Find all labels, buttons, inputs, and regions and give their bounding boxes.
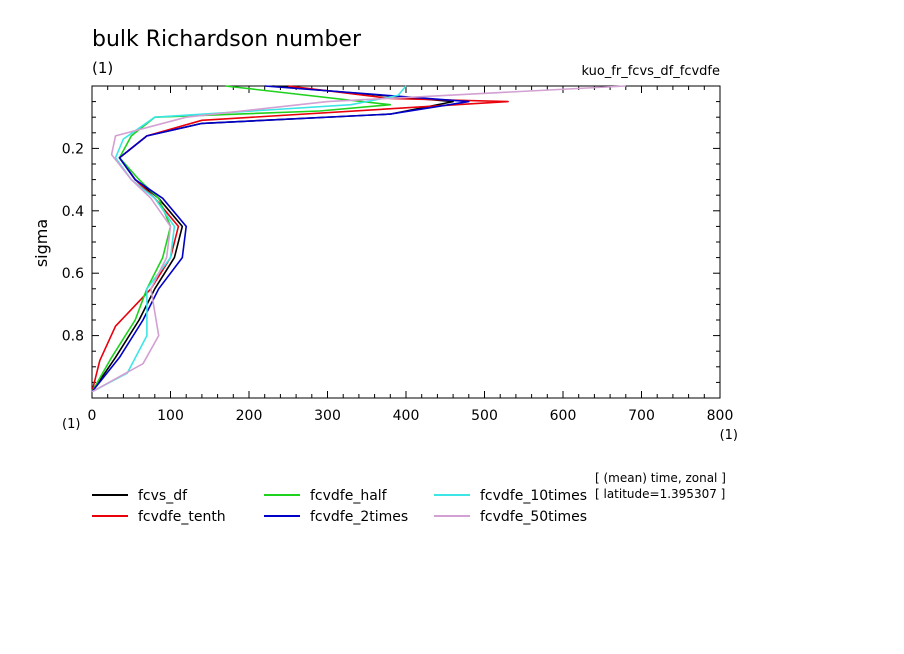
x-tick-label: 0: [88, 408, 97, 424]
x-tick-label: 200: [236, 408, 263, 424]
series-line-fcvdfe_tenth: [91, 85, 509, 392]
note-time-zonal: [ (mean) time, zonal ]: [595, 471, 726, 485]
series-line-fcvdfe_2times: [91, 85, 470, 393]
legend-label: fcvdfe_tenth: [138, 509, 226, 525]
note-latitude: [ latitude=1.395307 ]: [595, 487, 725, 501]
axis-ticks: [91, 85, 721, 399]
legend-label: fcvdfe_2times: [310, 509, 408, 525]
legend-label: fcvdfe_10times: [480, 488, 587, 504]
x-tick-label: 400: [393, 408, 420, 424]
series-line-fcvdfe_half: [91, 85, 392, 393]
x-axis-units: (1): [720, 428, 738, 443]
x-tick-label: 100: [157, 408, 184, 424]
y-tick-label: 0.6: [62, 266, 84, 282]
chart-title: bulk Richardson number: [92, 27, 362, 52]
plot-frame: [91, 85, 721, 399]
y-tick-labels: 0.2 0.4 0.6 0.8: [62, 141, 84, 344]
series-line-fcvdfe_50times: [91, 85, 626, 393]
x-tick-labels: 0 100 200 300 400 500 600 700 800: [88, 408, 734, 424]
y-axis-units: (1): [62, 417, 80, 432]
x-tick-label: 800: [707, 408, 734, 424]
legend-label: fcvdfe_50times: [480, 509, 587, 525]
legend: fcvs_df fcvdfe_tenth fcvdfe_half fcvdfe_2ti…: [92, 488, 587, 525]
legend-label: fcvs_df: [138, 488, 188, 504]
y-tick-label: 0.4: [62, 204, 84, 220]
x-tick-label: 700: [628, 408, 655, 424]
x-tick-label: 300: [314, 408, 341, 424]
series-lines: [91, 85, 626, 393]
title-units: (1): [92, 59, 113, 77]
y-tick-label: 0.8: [62, 329, 84, 345]
series-line-fcvdfe_10times: [91, 85, 407, 393]
y-axis-label: sigma: [32, 219, 51, 267]
x-tick-label: 500: [471, 408, 498, 424]
run-label: kuo_fr_fcvs_df_fcvdfe: [581, 64, 720, 79]
y-tick-label: 0.2: [62, 141, 84, 157]
series-line-fcvs_df: [91, 85, 454, 393]
x-tick-label: 600: [550, 408, 577, 424]
legend-label: fcvdfe_half: [310, 488, 388, 504]
